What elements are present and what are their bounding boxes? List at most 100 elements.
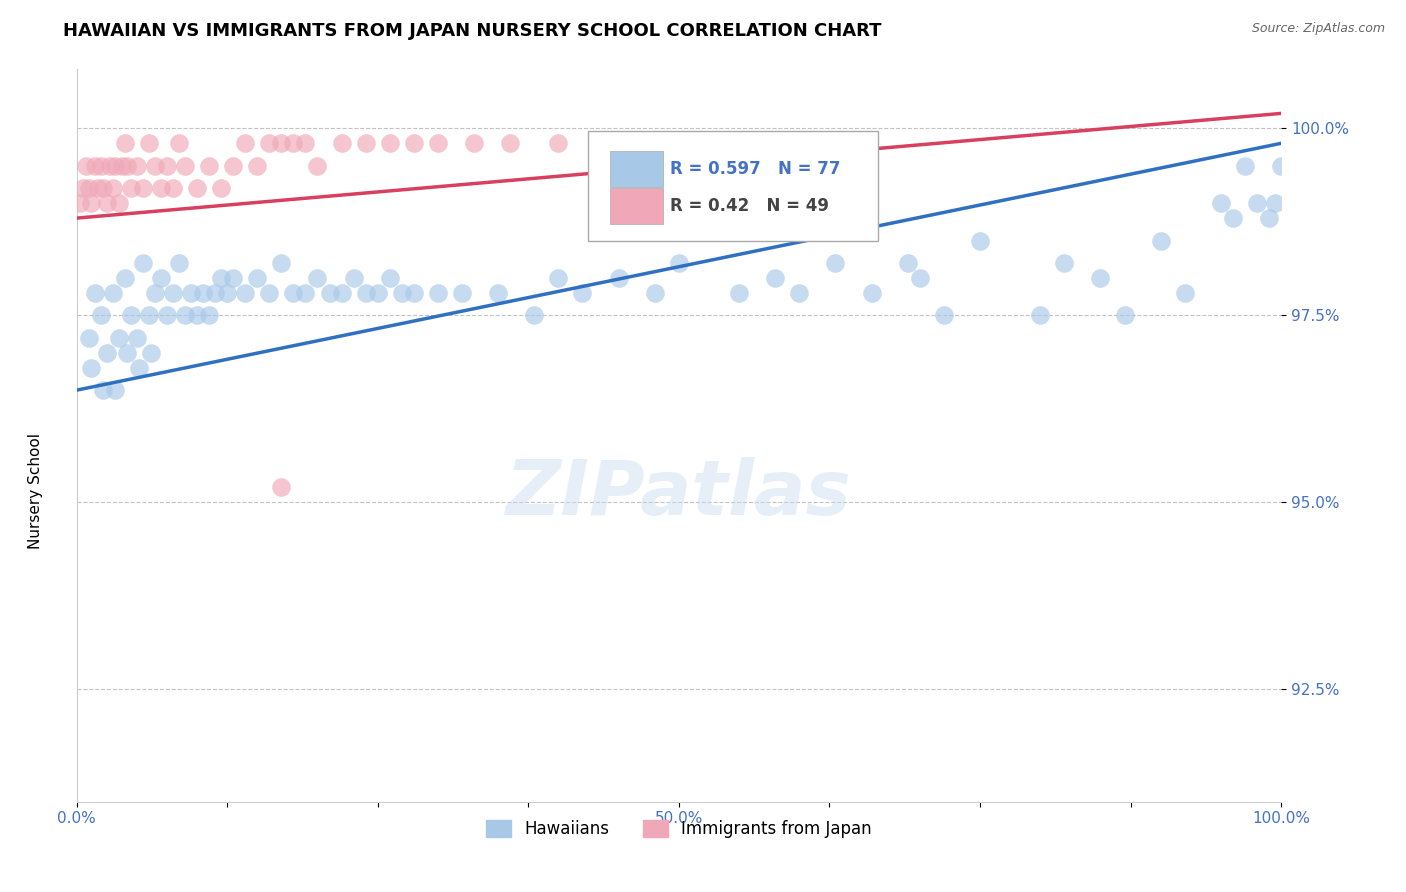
Point xyxy=(1233,159,1256,173)
Legend: Hawaiians, Immigrants from Japan: Hawaiians, Immigrants from Japan xyxy=(479,813,879,845)
Point xyxy=(149,271,172,285)
Point xyxy=(426,285,449,300)
Point xyxy=(132,181,155,195)
Point xyxy=(204,285,226,300)
Point xyxy=(270,256,292,270)
Point xyxy=(90,159,112,173)
Point xyxy=(402,285,425,300)
Point xyxy=(143,285,166,300)
Point xyxy=(463,136,485,151)
Text: Source: ZipAtlas.com: Source: ZipAtlas.com xyxy=(1251,22,1385,36)
Point xyxy=(233,136,256,151)
Point xyxy=(156,159,179,173)
Point xyxy=(77,331,100,345)
Point xyxy=(342,271,364,285)
Point xyxy=(728,285,751,300)
Point xyxy=(101,181,124,195)
Point xyxy=(307,271,329,285)
Point xyxy=(120,309,142,323)
Point xyxy=(547,271,569,285)
Point xyxy=(114,271,136,285)
Point xyxy=(128,360,150,375)
Point xyxy=(787,285,810,300)
Point xyxy=(198,309,221,323)
Point xyxy=(120,181,142,195)
Point xyxy=(307,159,329,173)
Point xyxy=(354,136,377,151)
Point xyxy=(90,309,112,323)
Point xyxy=(246,271,269,285)
Point xyxy=(824,256,846,270)
Point xyxy=(330,136,353,151)
Point xyxy=(402,136,425,151)
Point xyxy=(69,196,91,211)
Point xyxy=(217,285,239,300)
Point xyxy=(1149,234,1171,248)
Point xyxy=(156,309,179,323)
Point xyxy=(104,159,127,173)
Point xyxy=(125,331,148,345)
Point xyxy=(91,181,114,195)
Point xyxy=(499,136,522,151)
Point xyxy=(91,383,114,397)
Point xyxy=(162,285,184,300)
Text: HAWAIIAN VS IMMIGRANTS FROM JAPAN NURSERY SCHOOL CORRELATION CHART: HAWAIIAN VS IMMIGRANTS FROM JAPAN NURSER… xyxy=(63,22,882,40)
Point xyxy=(174,159,197,173)
Point xyxy=(294,136,316,151)
Point xyxy=(1246,196,1268,211)
Point xyxy=(132,256,155,270)
Point xyxy=(283,136,305,151)
Point xyxy=(83,159,105,173)
Point xyxy=(167,256,190,270)
Text: R = 0.42   N = 49: R = 0.42 N = 49 xyxy=(671,196,830,215)
Point xyxy=(668,256,690,270)
Point xyxy=(111,159,134,173)
Point xyxy=(96,196,118,211)
Point xyxy=(378,271,401,285)
Point xyxy=(80,196,103,211)
Point xyxy=(1053,256,1076,270)
Point xyxy=(897,256,920,270)
FancyBboxPatch shape xyxy=(589,131,877,241)
Point xyxy=(72,181,94,195)
Point xyxy=(198,159,221,173)
Point xyxy=(222,159,245,173)
Point xyxy=(367,285,389,300)
Point xyxy=(186,181,208,195)
Point xyxy=(180,285,202,300)
Point xyxy=(1114,309,1136,323)
Point xyxy=(167,136,190,151)
Point xyxy=(114,136,136,151)
Point xyxy=(1090,271,1112,285)
Point xyxy=(644,285,666,300)
Point xyxy=(1264,196,1286,211)
Text: R = 0.597   N = 77: R = 0.597 N = 77 xyxy=(671,160,841,178)
Point xyxy=(1270,159,1292,173)
Point xyxy=(523,309,546,323)
FancyBboxPatch shape xyxy=(610,152,664,187)
Point xyxy=(96,345,118,359)
Point xyxy=(763,271,786,285)
Point xyxy=(83,285,105,300)
Point xyxy=(75,159,97,173)
Point xyxy=(426,136,449,151)
Point xyxy=(283,285,305,300)
Point xyxy=(1174,285,1197,300)
Point xyxy=(186,309,208,323)
Point xyxy=(138,309,160,323)
Point xyxy=(1209,196,1232,211)
Point xyxy=(141,345,163,359)
Point xyxy=(451,285,474,300)
Point xyxy=(607,271,630,285)
Point xyxy=(115,159,138,173)
FancyBboxPatch shape xyxy=(610,188,664,224)
Point xyxy=(246,159,269,173)
Point xyxy=(860,285,883,300)
Point xyxy=(595,136,617,151)
Point xyxy=(149,181,172,195)
Point xyxy=(354,285,377,300)
Point xyxy=(233,285,256,300)
Point xyxy=(209,271,232,285)
Point xyxy=(571,285,593,300)
Text: Nursery School: Nursery School xyxy=(28,433,42,549)
